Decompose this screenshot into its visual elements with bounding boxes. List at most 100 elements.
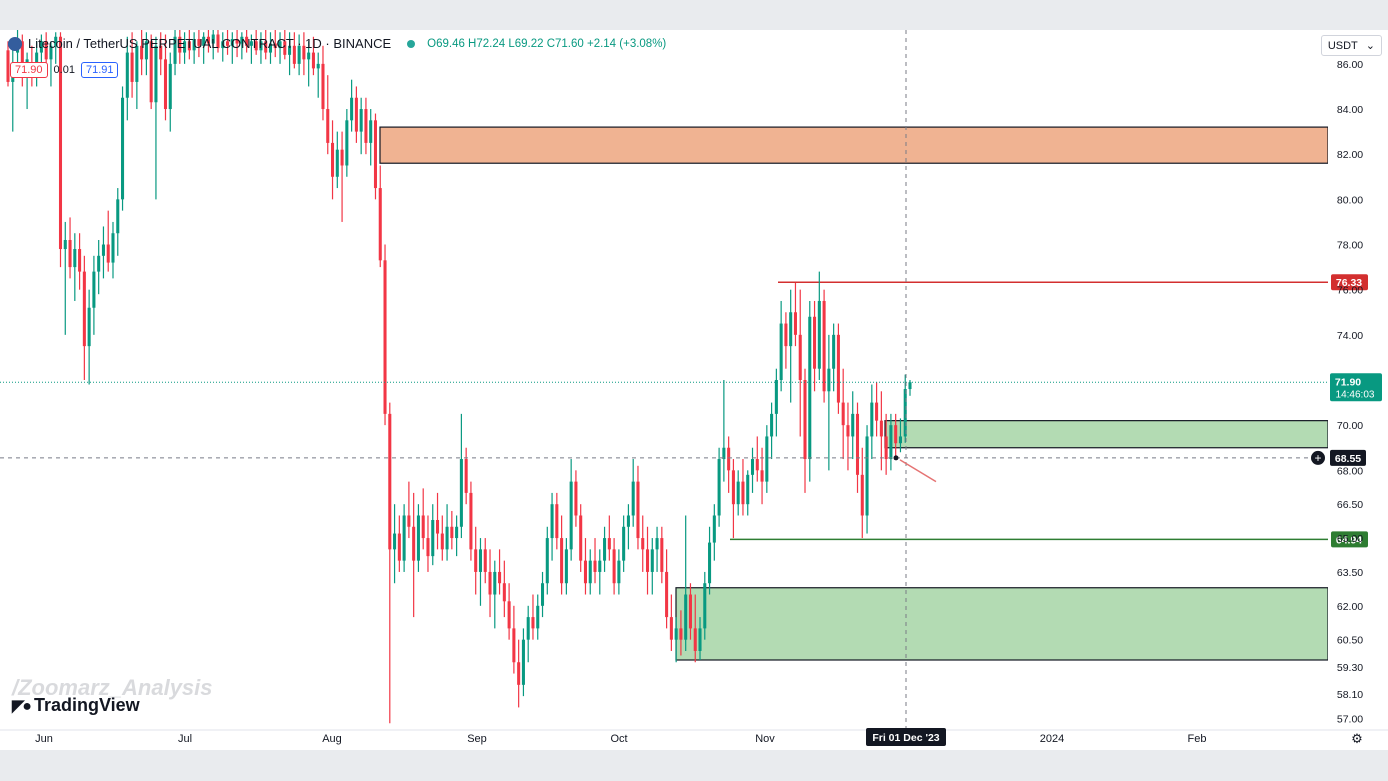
candle[interactable] bbox=[755, 436, 759, 482]
candle[interactable] bbox=[163, 34, 168, 121]
candle[interactable] bbox=[321, 45, 325, 121]
candle[interactable] bbox=[803, 368, 807, 493]
candle[interactable] bbox=[698, 617, 702, 660]
candle[interactable] bbox=[211, 30, 215, 60]
candle[interactable] bbox=[226, 30, 230, 55]
candle[interactable] bbox=[302, 32, 306, 76]
candle[interactable] bbox=[87, 289, 91, 385]
candle[interactable] bbox=[178, 30, 182, 64]
candle[interactable] bbox=[369, 109, 373, 166]
candle[interactable] bbox=[712, 504, 716, 561]
chart-canvas[interactable]: 76.33 64.94 86.00 84.00 82.00 80.00 78.00 76.00… bbox=[0, 30, 1388, 750]
candle[interactable] bbox=[798, 289, 802, 437]
candle[interactable] bbox=[283, 30, 287, 60]
candle[interactable] bbox=[607, 515, 611, 561]
candle[interactable] bbox=[426, 515, 430, 572]
candle[interactable] bbox=[526, 605, 530, 663]
candle[interactable] bbox=[316, 52, 320, 98]
candle[interactable] bbox=[622, 515, 626, 572]
candle[interactable] bbox=[58, 32, 63, 268]
candle[interactable] bbox=[593, 538, 597, 584]
candle[interactable] bbox=[760, 447, 764, 505]
candle[interactable] bbox=[779, 300, 783, 392]
candle[interactable] bbox=[750, 447, 755, 493]
candle[interactable] bbox=[703, 571, 707, 640]
candle[interactable] bbox=[474, 526, 478, 595]
candle[interactable] bbox=[731, 459, 735, 539]
candle[interactable] bbox=[378, 165, 382, 268]
candle[interactable] bbox=[665, 549, 669, 629]
candle[interactable] bbox=[144, 32, 148, 76]
candle[interactable] bbox=[774, 368, 778, 437]
candle[interactable] bbox=[345, 109, 349, 177]
candle[interactable] bbox=[412, 492, 416, 618]
candle[interactable] bbox=[125, 36, 129, 121]
candle[interactable] bbox=[688, 583, 692, 640]
candle[interactable] bbox=[192, 32, 196, 64]
candle[interactable] bbox=[173, 30, 177, 76]
candle[interactable] bbox=[507, 583, 511, 640]
candle[interactable] bbox=[450, 510, 454, 550]
candle[interactable] bbox=[626, 504, 630, 550]
demand-zone[interactable] bbox=[675, 587, 1329, 661]
candle[interactable] bbox=[765, 425, 769, 493]
candle[interactable] bbox=[679, 610, 683, 656]
candle[interactable] bbox=[903, 374, 907, 443]
candle[interactable] bbox=[631, 459, 635, 527]
candle[interactable] bbox=[435, 492, 440, 550]
candle[interactable] bbox=[292, 32, 296, 69]
candle[interactable] bbox=[574, 470, 578, 527]
candle[interactable] bbox=[121, 86, 125, 211]
candle[interactable] bbox=[870, 384, 874, 460]
candle[interactable] bbox=[822, 289, 826, 403]
candle[interactable] bbox=[650, 538, 654, 595]
candle[interactable] bbox=[727, 436, 731, 493]
candle[interactable] bbox=[722, 380, 726, 482]
candle[interactable] bbox=[393, 504, 397, 584]
candle[interactable] bbox=[617, 549, 621, 595]
supply-zone[interactable] bbox=[379, 126, 1329, 164]
candle[interactable] bbox=[498, 549, 502, 595]
chart-window[interactable]: 76.33 64.94 86.00 84.00 82.00 80.00 78.00 76.00… bbox=[0, 30, 1388, 750]
candle[interactable] bbox=[49, 41, 53, 87]
candle[interactable] bbox=[235, 30, 239, 58]
candle[interactable] bbox=[11, 45, 15, 132]
candle[interactable] bbox=[183, 32, 187, 64]
candle[interactable] bbox=[359, 97, 363, 155]
candle[interactable] bbox=[268, 32, 273, 64]
candle[interactable] bbox=[187, 30, 191, 60]
candle[interactable] bbox=[846, 402, 850, 471]
add-alert-icon[interactable] bbox=[1311, 450, 1325, 465]
candle[interactable] bbox=[832, 323, 836, 392]
candle[interactable] bbox=[545, 526, 549, 595]
candle[interactable] bbox=[135, 41, 139, 110]
candle[interactable] bbox=[402, 504, 406, 572]
candle[interactable] bbox=[512, 605, 516, 674]
candle[interactable] bbox=[421, 488, 425, 550]
candle[interactable] bbox=[583, 538, 587, 595]
candle[interactable] bbox=[603, 526, 607, 572]
candle[interactable] bbox=[445, 504, 449, 561]
candle[interactable] bbox=[588, 549, 592, 595]
candle[interactable] bbox=[340, 131, 344, 222]
candle[interactable] bbox=[288, 32, 292, 76]
candle[interactable] bbox=[851, 391, 855, 460]
candle[interactable] bbox=[254, 30, 258, 55]
candle[interactable] bbox=[240, 32, 244, 60]
candle[interactable] bbox=[230, 32, 234, 64]
candle[interactable] bbox=[221, 32, 225, 62]
candle[interactable] bbox=[674, 617, 678, 663]
candle[interactable] bbox=[68, 217, 72, 279]
candle[interactable] bbox=[130, 32, 134, 98]
candle[interactable] bbox=[569, 459, 573, 561]
candle[interactable] bbox=[249, 34, 253, 64]
candle[interactable] bbox=[92, 255, 96, 335]
candle[interactable] bbox=[555, 492, 559, 550]
candle[interactable] bbox=[259, 32, 263, 64]
candle[interactable] bbox=[202, 32, 206, 64]
symbol-title[interactable]: Litecoin / TetherUS PERPETUAL CONTRACT ·… bbox=[28, 36, 392, 51]
gear-icon[interactable]: ⚙ bbox=[1351, 732, 1363, 747]
buy-button[interactable]: 71.91 bbox=[80, 62, 119, 78]
candle[interactable] bbox=[741, 459, 745, 516]
candle[interactable] bbox=[865, 425, 869, 534]
